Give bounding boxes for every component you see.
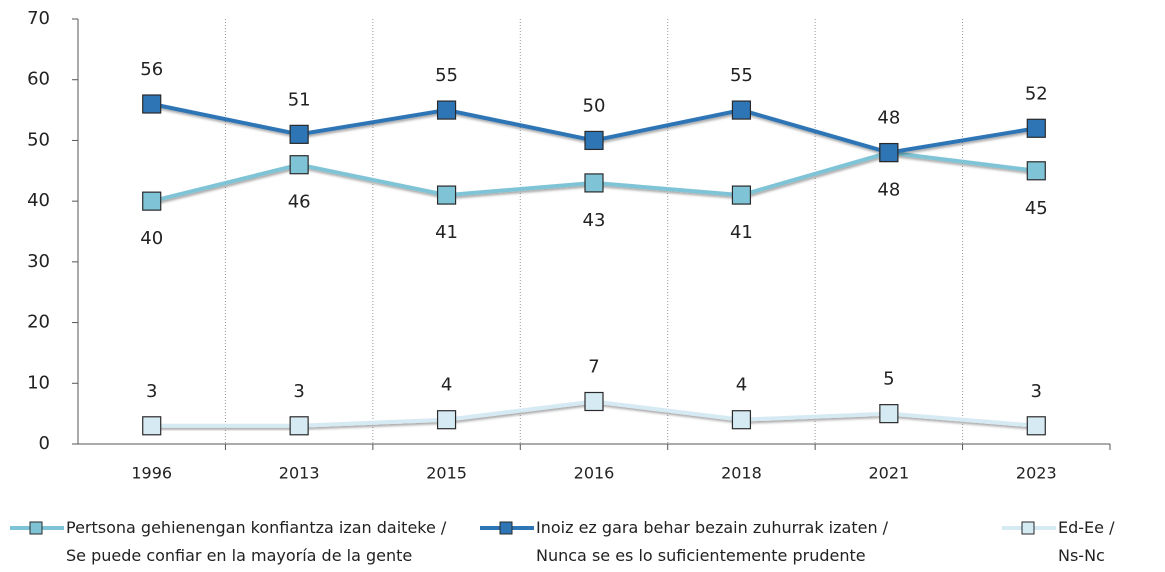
data-label: 41	[435, 222, 458, 243]
legend-item: Inoiz ez gara behar bezain zuhurrak izat…	[478, 514, 888, 570]
data-label: 5	[883, 369, 894, 390]
x-tick-label: 1996	[131, 464, 172, 483]
data-label: 46	[288, 192, 311, 213]
marker	[731, 185, 752, 205]
marker	[731, 100, 752, 120]
data-label: 40	[140, 228, 163, 249]
y-tick-label: 40	[27, 190, 50, 211]
marker	[436, 185, 457, 205]
marker	[436, 100, 457, 120]
x-tick-label: 2013	[279, 464, 320, 483]
y-tick-label: 50	[27, 129, 50, 150]
data-label: 7	[588, 357, 599, 378]
marker	[584, 173, 604, 193]
marker	[142, 191, 162, 211]
data-label: 3	[146, 381, 157, 402]
marker	[879, 142, 899, 163]
marker	[1026, 416, 1046, 436]
marker	[731, 410, 752, 430]
marker	[289, 124, 309, 144]
legend-marker	[1021, 521, 1035, 535]
data-label: 48	[877, 108, 900, 129]
marker	[436, 410, 457, 430]
legend-item: Ed-Ee / Ns-Nc	[1000, 514, 1114, 570]
y-tick-label: 0	[39, 433, 50, 454]
marker	[584, 130, 604, 151]
marker	[142, 94, 162, 114]
legend-label: Inoiz ez gara behar bezain zuhurrak izat…	[536, 518, 889, 565]
x-tick-label: 2021	[868, 464, 909, 483]
legend-label: Pertsona gehienengan konfiantza izan dai…	[66, 518, 447, 565]
legend-label: Ed-Ee / Ns-Nc	[1058, 518, 1115, 565]
y-tick-label: 70	[27, 8, 50, 29]
legend-swatch	[480, 521, 534, 535]
data-label: 48	[877, 180, 900, 201]
data-label: 55	[730, 65, 753, 86]
data-label: 56	[140, 59, 163, 80]
x-tick-label: 2018	[721, 464, 762, 483]
data-label: 4	[441, 375, 452, 396]
legend-marker	[499, 521, 513, 535]
data-label: 45	[1025, 198, 1048, 219]
marker	[142, 416, 162, 436]
data-label: 52	[1025, 83, 1048, 104]
legend-item: Pertsona gehienengan konfiantza izan dai…	[8, 514, 446, 570]
marker	[289, 155, 309, 175]
data-label: 4	[736, 375, 747, 396]
data-label: 55	[435, 65, 458, 86]
legend-swatch	[1002, 521, 1056, 535]
chart: 0 10 20 30 40 50 60 70 1996 2013 2015 2016 2018 2021 2…	[27, 8, 1111, 483]
marker	[879, 404, 899, 424]
legend-swatch	[10, 521, 64, 535]
legend-marker	[29, 521, 43, 535]
y-tick-label: 20	[27, 312, 50, 333]
x-tick-label: 2016	[574, 464, 615, 483]
x-tick-label: 2015	[426, 464, 467, 483]
data-label: 3	[293, 381, 304, 402]
x-tick-label: 2023	[1016, 464, 1057, 483]
data-label: 43	[583, 210, 606, 231]
y-tick-label: 30	[27, 251, 50, 272]
data-label: 51	[288, 89, 311, 110]
y-tick-label: 10	[27, 372, 50, 393]
y-tick-label: 60	[27, 69, 50, 90]
marker	[1026, 118, 1046, 138]
data-label: 3	[1031, 381, 1042, 402]
data-label: 50	[583, 95, 606, 116]
data-label: 41	[730, 222, 753, 243]
marker	[584, 391, 604, 412]
marker	[1026, 161, 1046, 181]
marker	[289, 416, 309, 436]
